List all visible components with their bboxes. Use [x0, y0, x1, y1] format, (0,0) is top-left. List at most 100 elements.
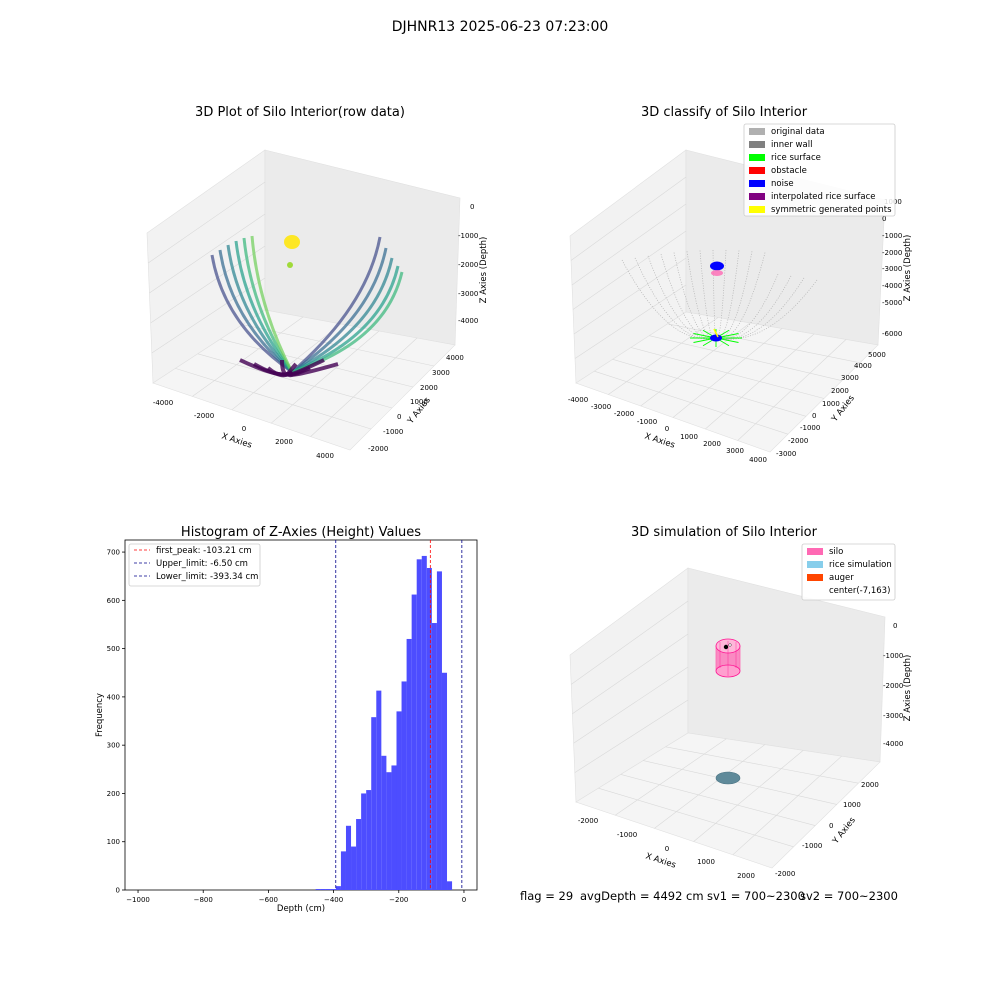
panel1-title: 3D Plot of Silo Interior(row data)	[195, 105, 405, 120]
panel2-xtick: 0	[665, 425, 669, 433]
panel4-ztick: -1000	[883, 652, 903, 660]
histogram-bar	[411, 594, 417, 890]
original-data-line	[715, 279, 818, 340]
grid-line	[737, 339, 847, 441]
histogram-ytick-label: 200	[107, 790, 120, 798]
panel2-xtick: -3000	[591, 403, 611, 411]
panel4-ztick: -2000	[883, 682, 903, 690]
histogram-bars	[315, 555, 453, 890]
raw-point-stripe	[250, 235, 294, 373]
noise-cluster	[710, 261, 724, 271]
grid-line	[192, 316, 304, 397]
panel1-ytick: 0	[397, 413, 401, 421]
panel1-ytick: 2000	[420, 384, 438, 392]
panel-histogram: Histogram of Z-Axies (Height) Values −10…	[95, 525, 478, 914]
histogram-xtick-label: −200	[389, 896, 408, 904]
panel1-ztick: -2000	[458, 261, 478, 269]
grid-line	[571, 203, 687, 286]
histogram-xlabel: Depth (cm)	[277, 904, 325, 914]
panel4-ytick: -1000	[802, 842, 822, 850]
grid-line	[197, 353, 393, 409]
legend-label: center(-7,163)	[829, 586, 890, 596]
panel1-xtick: 2000	[275, 438, 293, 446]
histogram-bar	[340, 851, 346, 890]
panel4-ytick: -2000	[775, 870, 795, 878]
histogram-ytick-label: 0	[116, 887, 120, 895]
panel4-ytick: 0	[829, 822, 833, 830]
panel2-ztick: -3000	[882, 265, 902, 273]
silo-center-marker	[728, 643, 732, 647]
symmetric-point	[713, 328, 719, 338]
legend-label: rice surface	[771, 153, 821, 163]
panel1-ztick: -4000	[458, 317, 478, 325]
grid-line	[573, 666, 689, 744]
panel2-xlabel: X Axies	[643, 431, 676, 450]
grid-line	[574, 699, 689, 773]
legend-swatch	[749, 128, 765, 135]
figure-suptitle: DJHNR13 2025-06-23 07:23:00	[392, 19, 609, 35]
histogram-xtick-label: −600	[259, 896, 278, 904]
footer-avg-depth: avgDepth = 4492 cm	[580, 889, 704, 903]
panel4-xtick: 1000	[697, 858, 715, 866]
grid-line	[571, 600, 689, 685]
legend-swatch	[749, 167, 765, 174]
legend-label: noise	[771, 179, 794, 189]
original-data-line	[621, 259, 717, 340]
grid-line	[573, 257, 687, 335]
panel2-grid	[570, 176, 861, 441]
grid-line	[654, 744, 765, 829]
raw-point-stripe	[226, 244, 294, 374]
raw-point-stripe	[291, 257, 394, 374]
grid-line	[732, 755, 842, 856]
panel4-legend: silo rice simulation auger center(-7,163)	[801, 543, 896, 601]
histogram-xtick-label: −400	[324, 896, 343, 904]
grid-line	[271, 330, 380, 424]
histogram-bar	[436, 571, 442, 890]
panel1-ytick: 1000	[410, 398, 428, 406]
legend-label: rice simulation	[829, 560, 892, 570]
histogram-xtick-label: 0	[462, 896, 466, 904]
raw-point-stripe	[218, 249, 293, 374]
panel4-title: 3D simulation of Silo Interior	[631, 525, 818, 540]
panel4-legend-frame	[801, 543, 896, 601]
panel1-xtick: 4000	[316, 452, 334, 460]
legend-swatch	[749, 180, 765, 187]
histogram-ytick-label: 300	[107, 742, 120, 750]
legend-label: Upper_limit: -6.50 cm	[156, 559, 248, 569]
panel2-ytick: 4000	[854, 362, 872, 370]
original-data-line	[715, 250, 727, 340]
legend-swatch	[749, 141, 765, 148]
panel4-ytick: 2000	[861, 781, 879, 789]
histogram-bar	[366, 790, 372, 890]
raw-point-stripe	[288, 362, 339, 377]
panel1-ytick: 3000	[432, 369, 450, 377]
panel-classify: 3D classify of Silo Interior -4000 -3000…	[568, 105, 913, 464]
panel4-xtick: 0	[665, 845, 669, 853]
histogram-bar	[361, 793, 367, 890]
panel1-xtick: 0	[242, 425, 246, 433]
panel4-ytick: 1000	[843, 801, 861, 809]
panel2-xtick: -1000	[637, 418, 657, 426]
panel4-xtick: 2000	[737, 872, 755, 880]
panel2-ztick: -5000	[882, 299, 902, 307]
histogram-title: Histogram of Z-Axies (Height) Values	[181, 525, 421, 540]
histogram-bar	[351, 846, 357, 890]
original-data-line	[712, 250, 717, 340]
panel1-ztick: -1000	[458, 232, 478, 240]
raw-point-stripe	[234, 240, 294, 373]
raw-point-cluster	[284, 235, 300, 249]
panel4-grid	[571, 600, 859, 856]
panel2-zlabel: Z Axies (Depth)	[903, 235, 913, 302]
panel4-xtick: -2000	[578, 817, 598, 825]
histogram-bar	[386, 772, 392, 890]
histogram-xtick-label: −1000	[126, 896, 150, 904]
panel4-ztick: -3000	[883, 712, 903, 720]
legend-swatch	[807, 587, 823, 594]
histogram-bar	[335, 886, 341, 890]
histogram-bar	[391, 765, 397, 890]
grid-line	[620, 774, 816, 826]
panel-simulation: 3D simulation of Silo Interior -2000 -10…	[569, 525, 913, 880]
panel2-ytick: 2000	[831, 387, 849, 395]
histogram-bar	[441, 672, 448, 890]
